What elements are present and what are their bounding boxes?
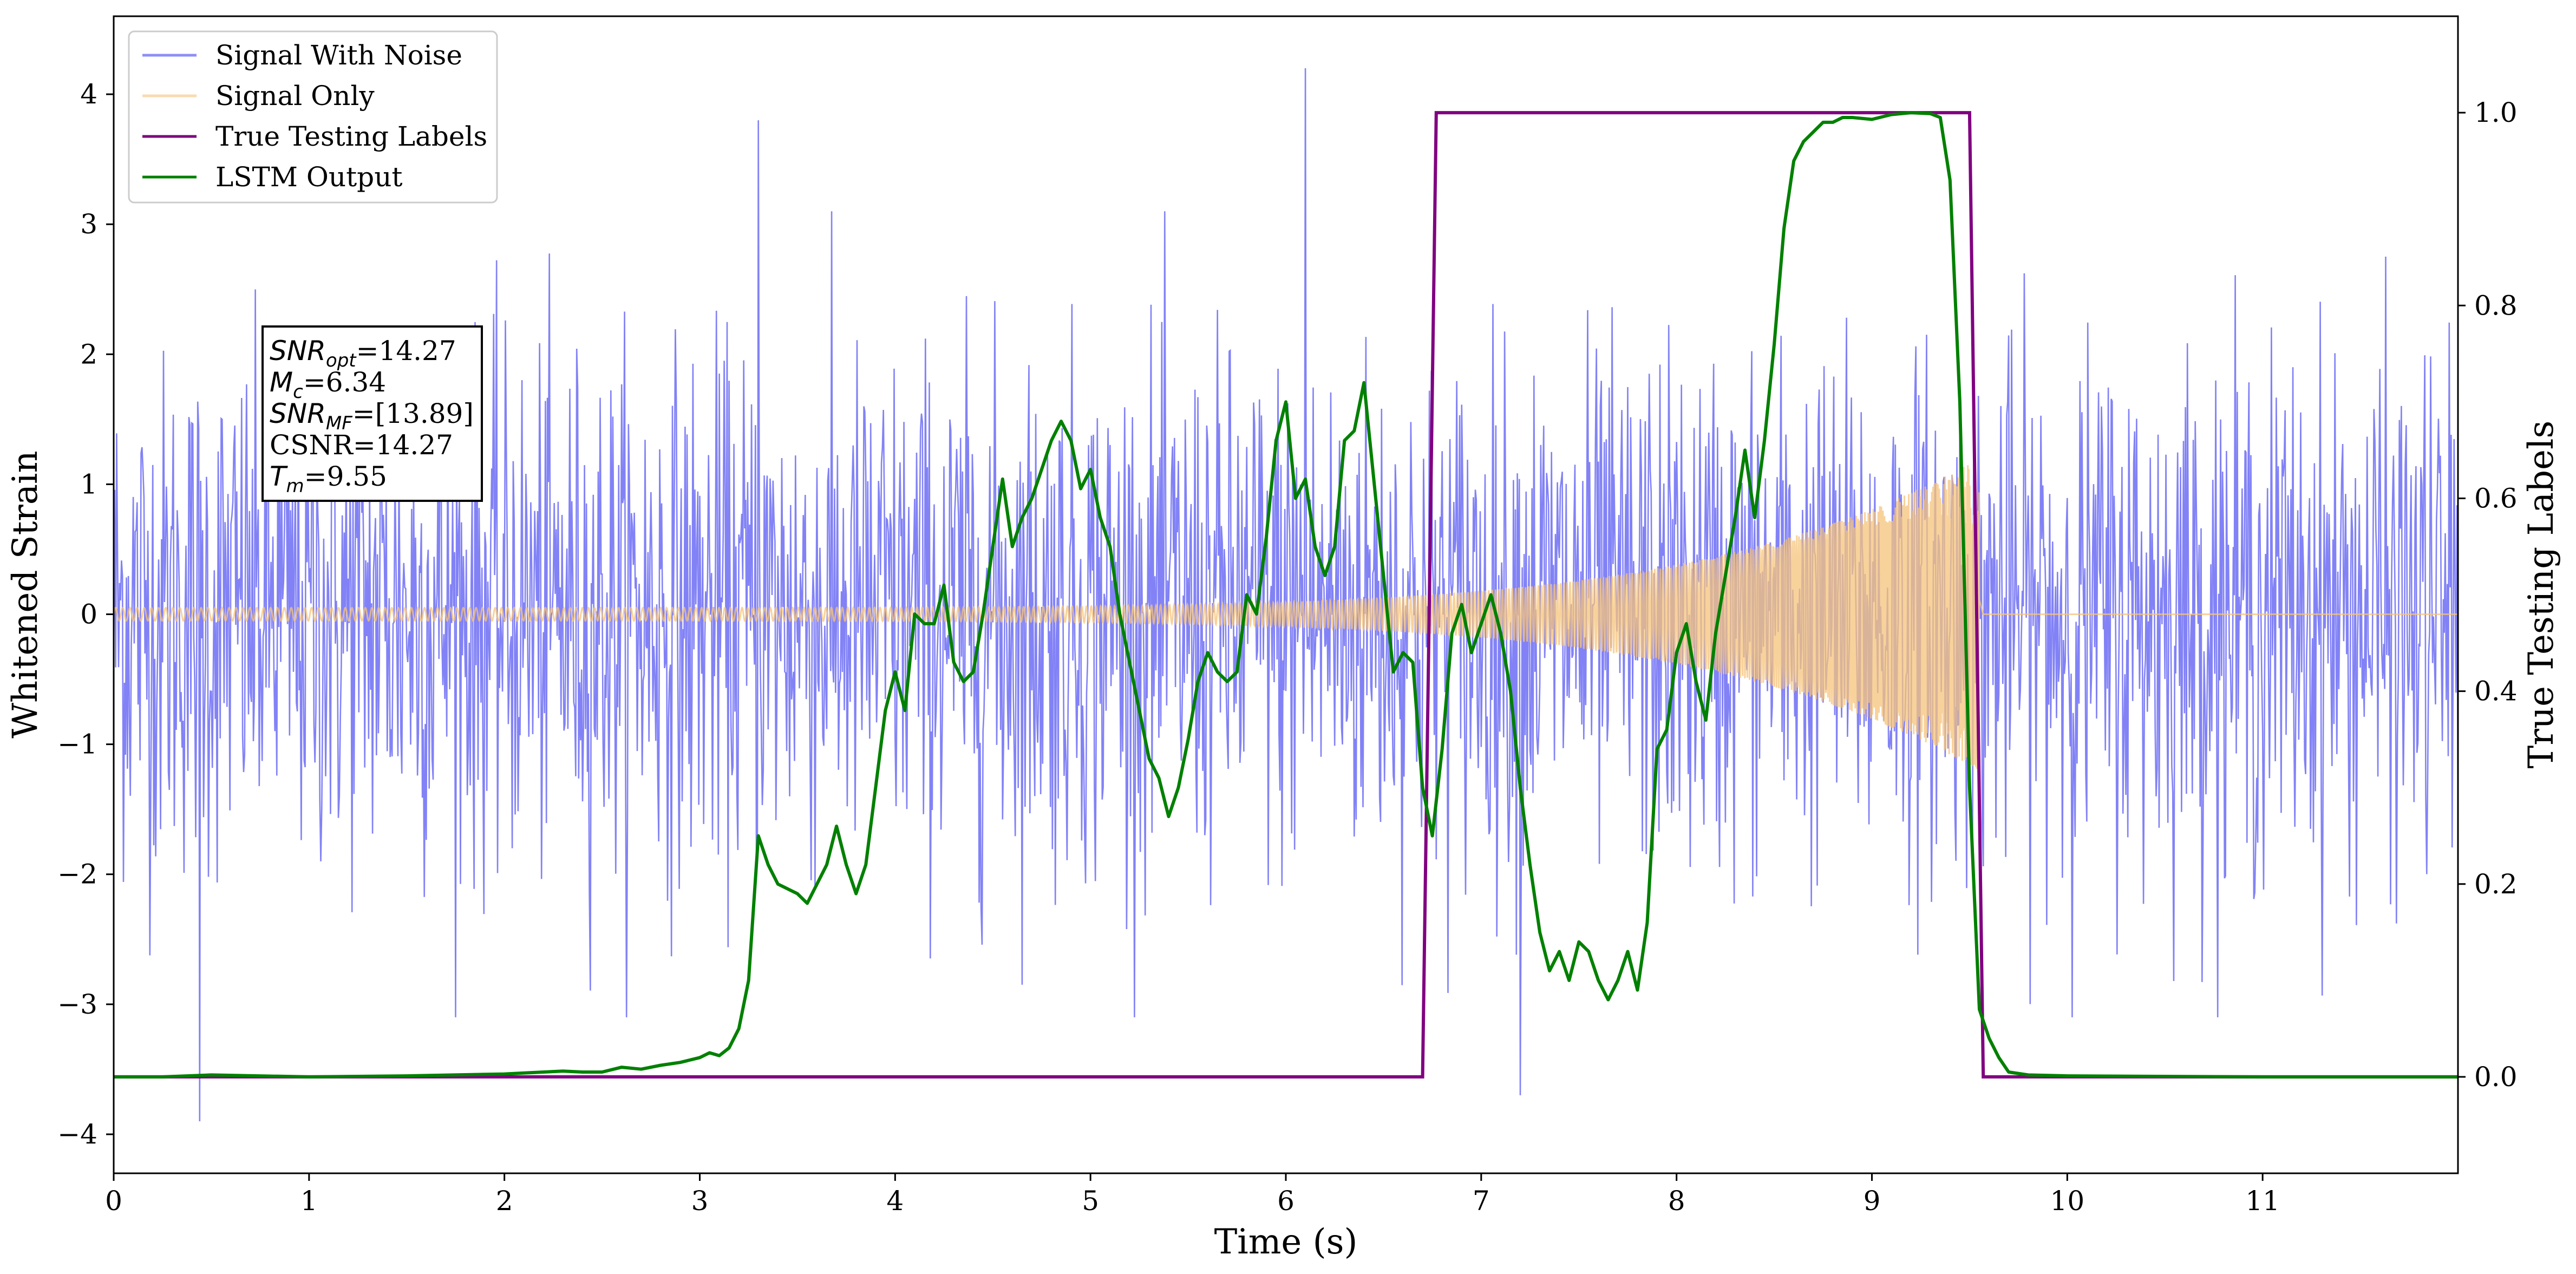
y-tick-label: −1 xyxy=(57,729,97,760)
annotation-frame xyxy=(261,325,483,502)
y2-tick-label: 0.6 xyxy=(2474,482,2518,514)
y2-tick-label: 0.2 xyxy=(2474,868,2518,900)
metrics-annotation-box: SNRopt=14.27Mc=6.34SNRMF=[13.89]CSNR=14.… xyxy=(261,325,483,502)
annotation-line: Tm=9.55 xyxy=(270,461,387,497)
y-axis-label: Whitened Strain xyxy=(5,450,45,738)
y-tick-label: 0 xyxy=(80,599,97,630)
series-lstm-output xyxy=(114,111,2458,1079)
y-tick-label: 3 xyxy=(80,208,97,240)
series-layer xyxy=(114,68,2458,1122)
series-signal-with-noise xyxy=(114,68,2458,1122)
x-tick-label: 6 xyxy=(1277,1185,1294,1217)
annotation-line: Mc=6.34 xyxy=(270,367,386,403)
series-signal-only xyxy=(114,465,2458,769)
x-tick-label: 0 xyxy=(105,1185,122,1217)
legend-label-signal-only: Signal Only xyxy=(215,80,375,112)
legend-label-signal-with-noise: Signal With Noise xyxy=(215,40,462,71)
y2-axis-label: True Testing Labels xyxy=(2521,421,2561,769)
legend-label-true-testing-labels: True Testing Labels xyxy=(215,121,487,152)
legend-frame xyxy=(128,30,498,204)
x-tick-label: 8 xyxy=(1668,1185,1685,1217)
y-tick-label: −2 xyxy=(57,859,97,890)
annotation-line: SNRMF=[13.89] xyxy=(270,398,474,434)
x-tick-label: 11 xyxy=(2245,1185,2280,1217)
x-tick-label: 7 xyxy=(1473,1185,1490,1217)
legend: Signal With Noise Signal Only True Testi… xyxy=(128,30,498,204)
x-tick-label: 3 xyxy=(691,1185,709,1217)
ticks-layer: 0 1 2 3 4 5 6 7 8 9 10 11 −4 −3 −2 −1 0 1 2 3 4 0.0 0.2 0.4 0.6 0… xyxy=(57,79,2517,1217)
x-tick-label: 9 xyxy=(1864,1185,1881,1217)
x-axis-label: Time (s) xyxy=(1214,1222,1358,1262)
y-tick-label: −3 xyxy=(57,989,97,1020)
y2-tick-label: 0.8 xyxy=(2474,290,2518,321)
y-tick-label: 1 xyxy=(80,468,97,500)
y-tick-label: 2 xyxy=(80,338,97,370)
y-tick-label: 4 xyxy=(80,79,97,110)
y2-tick-label: 0.0 xyxy=(2474,1061,2518,1093)
x-tick-label: 2 xyxy=(496,1185,513,1217)
y2-tick-label: 0.4 xyxy=(2474,676,2518,707)
annotation-line: SNRopt=14.27 xyxy=(270,335,456,371)
x-tick-label: 4 xyxy=(886,1185,904,1217)
x-tick-label: 10 xyxy=(2050,1185,2085,1217)
x-tick-label: 5 xyxy=(1082,1185,1099,1217)
annotation-line: CSNR=14.27 xyxy=(270,429,453,461)
legend-label-lstm-output: LSTM Output xyxy=(215,161,402,193)
y2-tick-label: 1.0 xyxy=(2474,97,2518,128)
y-tick-label: −4 xyxy=(57,1119,97,1150)
x-tick-label: 1 xyxy=(300,1185,318,1217)
